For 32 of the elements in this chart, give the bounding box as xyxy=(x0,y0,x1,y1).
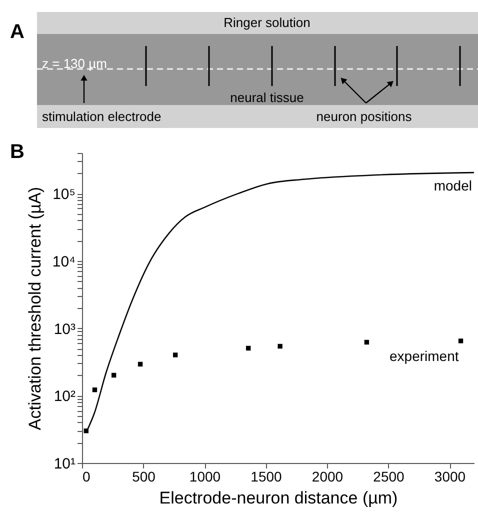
text: stimulation electrode xyxy=(42,109,162,124)
text: B xyxy=(10,141,24,163)
series-label: model xyxy=(434,178,472,194)
y-tick-label: 10² xyxy=(54,388,76,406)
point xyxy=(84,428,89,434)
x-tick-label: 1000 xyxy=(189,468,221,484)
point xyxy=(458,338,464,344)
text: A xyxy=(10,21,24,43)
x-tick-label: 2500 xyxy=(373,468,405,484)
text: neuron positions xyxy=(316,109,412,124)
series-label: experiment xyxy=(390,348,459,364)
x-tick-label: 3000 xyxy=(434,468,466,484)
x-tick-label: 2000 xyxy=(312,468,344,484)
y-tick-label: 10¹ xyxy=(54,456,76,472)
point xyxy=(92,387,98,392)
point xyxy=(364,340,370,345)
x-tick-label: 1500 xyxy=(250,468,282,484)
x-axis-title: Electrode-neuron distance (µm) xyxy=(159,488,398,508)
y-tick-label: 10³ xyxy=(54,320,76,338)
point xyxy=(173,352,178,358)
point xyxy=(278,344,282,349)
y-tick-label: 10⁵ xyxy=(52,186,76,204)
point xyxy=(112,372,116,378)
x-tick-label: 500 xyxy=(132,468,156,484)
y-tick-label: 10⁴ xyxy=(52,253,76,270)
y-axis-title: Activation threshold current (µA) xyxy=(25,186,44,430)
point xyxy=(138,362,143,367)
text: neural tissue xyxy=(230,90,304,105)
text: z = 130 µm xyxy=(42,56,107,71)
text: Ringer solution xyxy=(224,15,310,30)
point xyxy=(246,346,251,351)
x-tick-label: 0 xyxy=(82,468,90,484)
